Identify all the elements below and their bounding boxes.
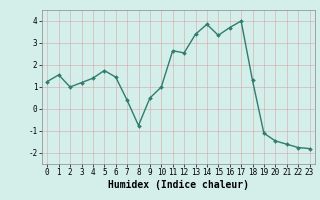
X-axis label: Humidex (Indice chaleur): Humidex (Indice chaleur) (108, 180, 249, 190)
